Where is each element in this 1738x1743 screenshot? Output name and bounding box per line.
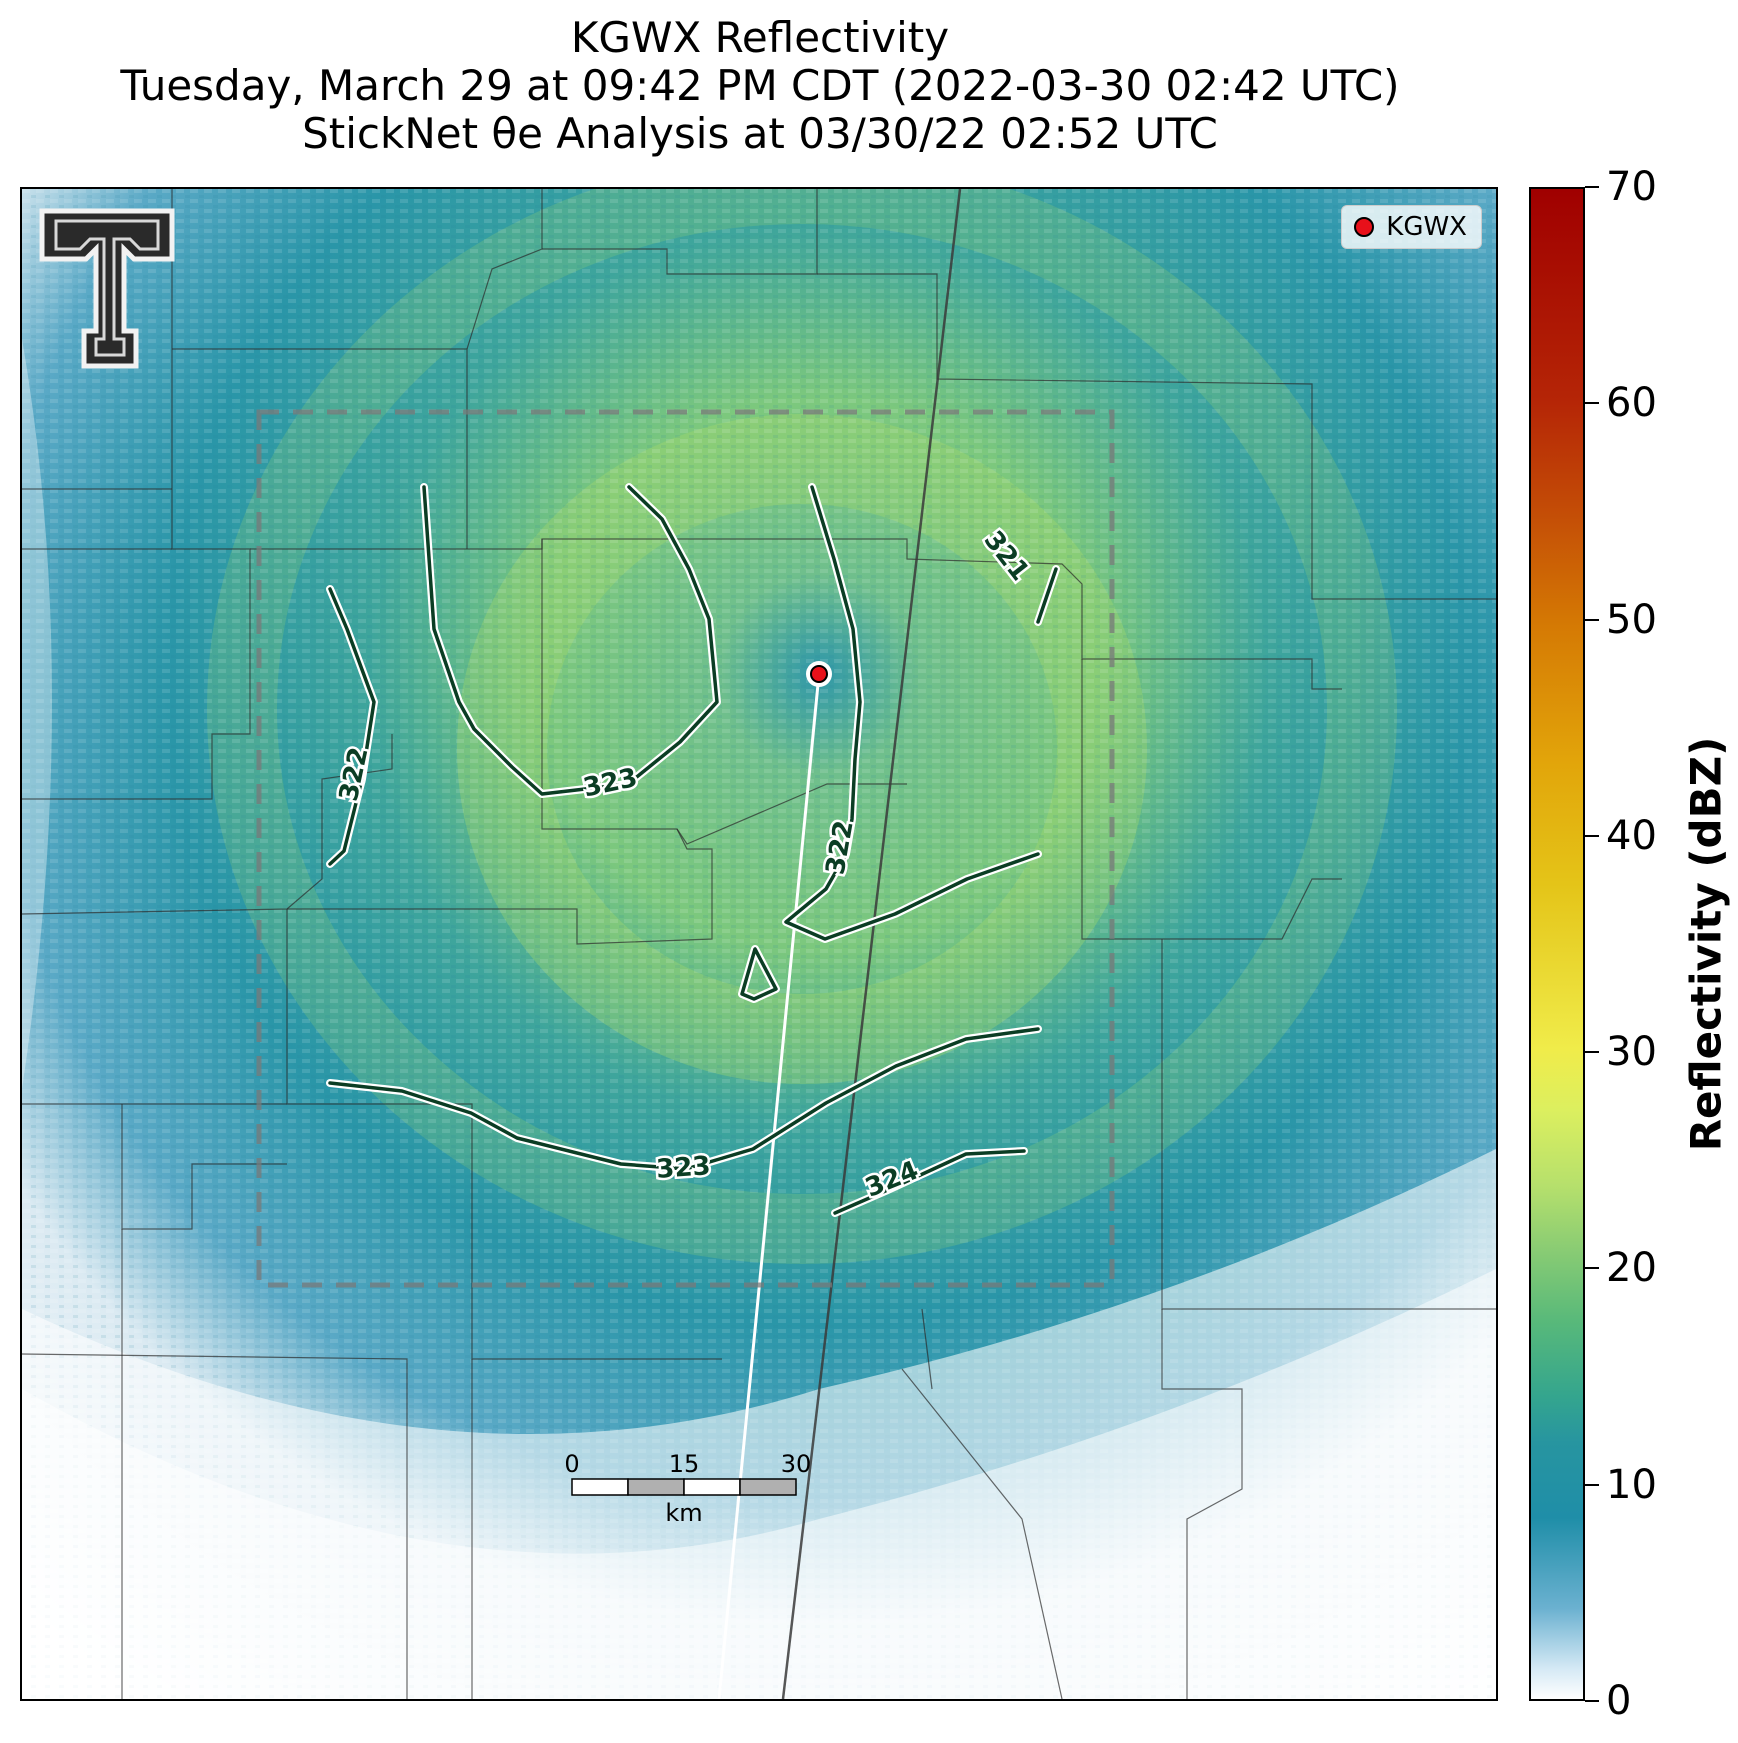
scale-tick-30: 30	[781, 1450, 812, 1478]
radar-map-svg: 322 323 322 321 323 324 0 15 30 km	[22, 189, 1496, 1699]
contour-label-322-west: 322	[334, 745, 375, 804]
contour-label-323-south: 323	[655, 1151, 711, 1185]
scale-unit: km	[665, 1499, 702, 1527]
colorbar-tick-label: 50	[1606, 596, 1657, 643]
sparse-echo-west	[22, 339, 52, 1089]
legend-label: KGWX	[1386, 212, 1467, 242]
colorbar-tick-label: 20	[1606, 1245, 1657, 1292]
title-line-2: Tuesday, March 29 at 09:42 PM CDT (2022-…	[120, 61, 1400, 110]
colorbar-tick-mark	[1585, 1483, 1599, 1486]
title-line-1: KGWX Reflectivity	[570, 13, 950, 62]
beam-blockage-ray	[717, 673, 821, 1699]
colorbar-tick-mark	[1585, 186, 1599, 188]
legend-marker	[1354, 217, 1375, 237]
county-borders	[22, 189, 1496, 1699]
colorbar-tick-label: 0	[1606, 1678, 1632, 1724]
colorbar-tick-label: 30	[1606, 1029, 1657, 1076]
sparse-echo-far-south	[22, 1269, 1496, 1699]
highway-line	[781, 189, 962, 1699]
scale-bar: 0 15 30 km	[564, 1450, 811, 1527]
theta-e-contours	[326, 483, 1060, 1217]
colorbar-tick-mark	[1585, 402, 1599, 405]
colorbar-tick-mark	[1585, 1051, 1599, 1054]
colorbar-tick-mark	[1585, 1700, 1599, 1702]
title-line-3: StickNet θe Analysis at 03/30/22 02:52 U…	[302, 109, 1218, 158]
scale-tick-15: 15	[669, 1450, 700, 1478]
radar-map: 322 323 322 321 323 324 0 15 30 km KGWX	[20, 187, 1498, 1701]
figure-title: KGWX Reflectivity Tuesday, March 29 at 0…	[0, 14, 1520, 158]
colorbar-tick-label: 40	[1606, 812, 1657, 859]
analysis-domain-box	[256, 409, 1115, 1288]
texas-tech-logo	[39, 208, 175, 369]
colorbar-tick-label: 70	[1606, 164, 1657, 210]
map-legend: KGWX	[1341, 205, 1482, 249]
colorbar-tick-label: 10	[1606, 1461, 1657, 1508]
colorbar-tick-label: 60	[1606, 380, 1657, 427]
colorbar-title: Reflectivity (dBZ)	[1681, 736, 1731, 1152]
radar-site-marker[interactable]	[810, 665, 828, 683]
colorbar-tick-mark	[1585, 618, 1599, 621]
colorbar-tick-mark	[1585, 834, 1599, 837]
reflectivity-colorbar	[1529, 187, 1585, 1701]
scale-tick-0: 0	[564, 1450, 579, 1478]
colorbar-tick-mark	[1585, 1267, 1599, 1270]
